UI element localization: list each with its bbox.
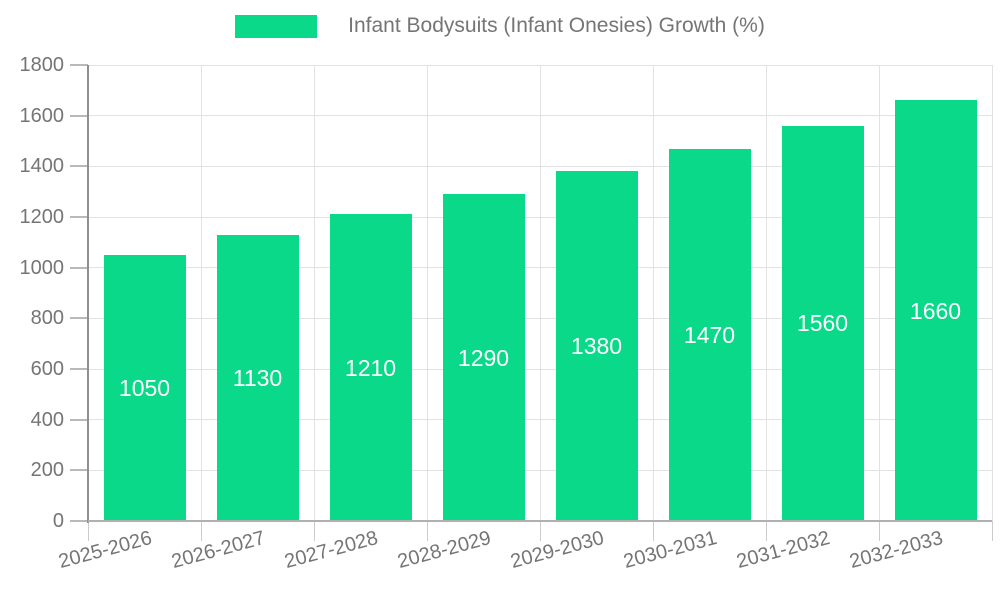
- y-axis-tick: [70, 368, 88, 370]
- bar[interactable]: [442, 194, 525, 520]
- x-axis-tick: [200, 521, 202, 541]
- x-axis-tick: [539, 521, 541, 541]
- x-axis-tick: [652, 521, 654, 541]
- y-axis-tick: [70, 418, 88, 421]
- bar-value-label: 1470: [683, 321, 736, 348]
- bar[interactable]: [555, 171, 638, 520]
- x-gridline: [539, 65, 541, 521]
- y-axis-tick: [70, 266, 88, 269]
- x-gridline: [200, 65, 202, 521]
- y-axis-tick-label: 600: [30, 358, 64, 380]
- x-axis-category-label: 2030-2031: [621, 527, 720, 574]
- x-axis-tick: [426, 521, 428, 541]
- y-axis-tick-label: 1400: [19, 155, 65, 178]
- bar-value-label: 1380: [570, 333, 623, 360]
- bar-value-label: 1130: [232, 364, 283, 391]
- x-axis-tick: [313, 521, 315, 541]
- y-axis-tick-label: 800: [30, 307, 64, 330]
- y-axis-tick: [70, 64, 88, 66]
- bar-value-label: 1050: [118, 375, 171, 401]
- x-axis-tick: [878, 521, 880, 541]
- bar[interactable]: [103, 255, 186, 520]
- x-axis-category-label: 2026-2027: [169, 527, 268, 574]
- x-axis-category-label: 2032-2033: [847, 527, 946, 574]
- y-axis-tick-label: 200: [30, 459, 64, 482]
- legend-label: Infant Bodysuits (Infant Onesies) Growth…: [348, 14, 765, 37]
- x-axis-tick: [87, 521, 89, 541]
- x-axis-category-label: 2031-2032: [734, 527, 833, 574]
- x-gridline: [652, 65, 654, 521]
- x-axis-category-label: 2027-2028: [282, 527, 381, 574]
- y-axis-tick: [70, 165, 88, 168]
- y-axis-tick-label: 0: [52, 510, 64, 532]
- y-axis-tick: [70, 469, 88, 472]
- x-gridline: [878, 65, 880, 521]
- chart-legend[interactable]: Infant Bodysuits (Infant Onesies) Growth…: [0, 14, 1000, 38]
- y-axis-tick: [70, 216, 88, 218]
- x-axis-line: [88, 520, 992, 522]
- y-axis-tick: [70, 114, 88, 117]
- y-axis-tick: [70, 520, 88, 522]
- y-axis-tick-label: 1200: [19, 206, 65, 228]
- bar[interactable]: [329, 214, 412, 520]
- y-axis-tick: [70, 317, 88, 320]
- bar-value-label: 1210: [344, 354, 397, 381]
- x-gridline: [313, 65, 315, 521]
- bar[interactable]: [894, 100, 977, 520]
- x-axis-tick: [765, 521, 767, 541]
- x-axis-tick: [991, 521, 993, 541]
- bar[interactable]: [668, 148, 751, 520]
- x-axis-category-label: 2025-2026: [56, 527, 155, 574]
- x-gridline: [765, 65, 767, 521]
- legend-swatch: [235, 14, 318, 38]
- y-axis-tick-label: 1800: [19, 54, 65, 76]
- y-axis-tick-label: 1000: [19, 256, 65, 279]
- bar[interactable]: [781, 125, 864, 520]
- x-axis-category-label: 2028-2029: [395, 527, 494, 574]
- x-gridline: [991, 65, 993, 521]
- y-axis-tick-label: 400: [30, 408, 64, 431]
- bar[interactable]: [216, 234, 299, 520]
- x-gridline: [426, 65, 428, 521]
- bar-value-label: 1560: [796, 310, 849, 337]
- y-axis-tick-label: 1600: [19, 104, 65, 127]
- y-axis-line: [87, 65, 89, 523]
- x-axis-category-label: 2029-2030: [508, 527, 607, 574]
- bar-value-label: 1660: [909, 297, 962, 324]
- bar-value-label: 1290: [457, 344, 510, 371]
